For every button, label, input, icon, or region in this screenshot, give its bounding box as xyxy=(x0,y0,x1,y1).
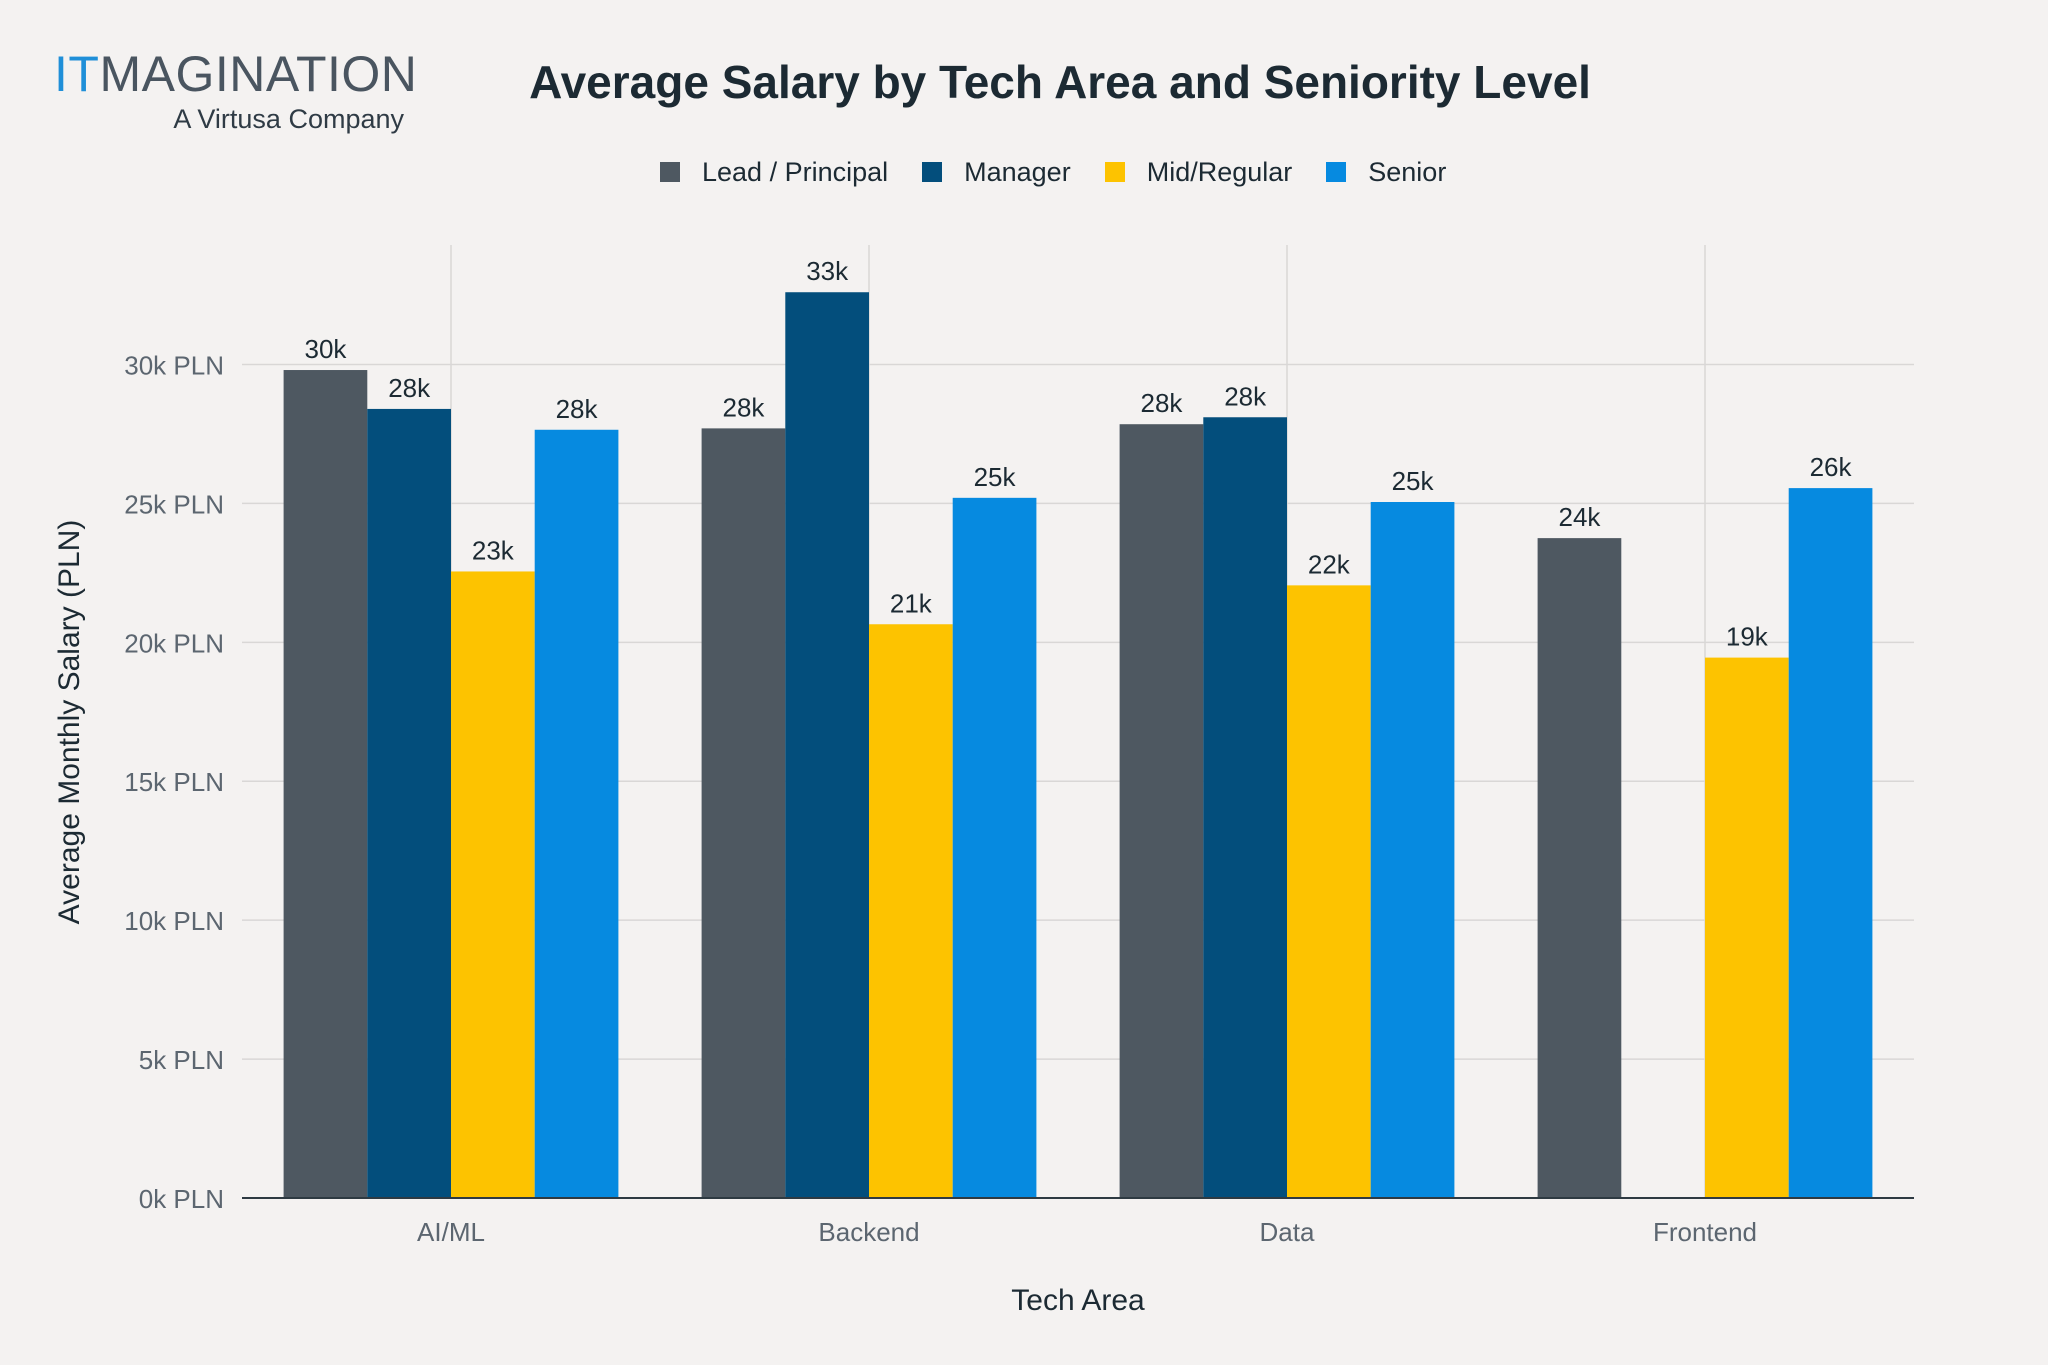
legend-label: Lead / Principal xyxy=(702,156,889,187)
data-label: 23k xyxy=(472,535,515,565)
bar xyxy=(785,292,869,1198)
x-axis-title: Tech Area xyxy=(1011,1284,1145,1317)
y-tick-label: 20k PLN xyxy=(124,628,224,658)
y-tick-label: 0k PLN xyxy=(139,1184,224,1214)
logo-it-text: IT xyxy=(54,46,100,102)
bar xyxy=(451,571,535,1198)
legend-label: Mid/Regular xyxy=(1146,156,1293,187)
bar xyxy=(367,408,451,1198)
legend-swatch xyxy=(660,162,680,182)
bar xyxy=(1370,502,1455,1198)
legend-label: Senior xyxy=(1368,156,1447,187)
legend-swatch xyxy=(1326,162,1347,182)
company-logo: ITMAGINATION A Virtusa Company xyxy=(54,46,417,138)
data-label: 28k xyxy=(1140,388,1183,418)
x-tick-label: Frontend xyxy=(1653,1217,1757,1247)
y-tick-label: 30k PLN xyxy=(124,350,224,380)
y-tick-label: 15k PLN xyxy=(124,767,224,797)
data-label: 33k xyxy=(806,256,849,286)
data-label: 19k xyxy=(1726,622,1769,652)
bar xyxy=(283,370,368,1198)
chart-legend: Lead / Principal Manager Mid/Regular Senior xyxy=(660,150,1446,194)
x-tick-label: Data xyxy=(1260,1217,1315,1247)
data-label: 22k xyxy=(1308,549,1351,579)
x-tick-label: Backend xyxy=(818,1217,919,1247)
bar xyxy=(701,428,786,1198)
bar xyxy=(534,429,619,1198)
data-label: 21k xyxy=(890,588,933,618)
logo-tagline: A Virtusa Company xyxy=(173,104,404,134)
legend-item: Manager xyxy=(922,157,1071,188)
legend-swatch xyxy=(922,162,943,182)
data-label: 25k xyxy=(1392,466,1435,496)
bar xyxy=(1537,538,1622,1198)
legend-item: Lead / Principal xyxy=(660,157,888,188)
data-label: 28k xyxy=(722,392,765,422)
bar xyxy=(1203,417,1287,1198)
data-label: 28k xyxy=(1224,381,1267,411)
data-label: 24k xyxy=(1558,502,1601,532)
data-label: 26k xyxy=(1810,452,1853,482)
y-tick-label: 25k PLN xyxy=(124,489,224,519)
y-tick-label: 5k PLN xyxy=(139,1045,224,1075)
y-tick-label: 10k PLN xyxy=(124,906,224,936)
logo-wordmark: ITMAGINATION xyxy=(54,46,417,102)
legend-label: Manager xyxy=(964,156,1071,187)
legend-item: Mid/Regular xyxy=(1104,156,1293,188)
legend-swatch xyxy=(1104,162,1125,182)
data-label: 28k xyxy=(388,373,431,403)
data-label: 30k xyxy=(304,334,347,364)
data-label: 28k xyxy=(556,394,599,424)
data-label: 25k xyxy=(974,462,1017,492)
bar xyxy=(952,497,1037,1198)
bar xyxy=(1788,488,1873,1198)
chart-title: Average Salary by Tech Area and Seniorit… xyxy=(529,56,1591,108)
y-axis-title: Average Monthly Salary (PLN) xyxy=(53,520,86,925)
bar xyxy=(1119,424,1204,1198)
bar xyxy=(869,624,953,1198)
bar xyxy=(1287,585,1371,1198)
bar xyxy=(1705,657,1789,1198)
x-tick-label: AI/ML xyxy=(417,1217,485,1247)
logo-rest-text: MAGINATION xyxy=(99,46,418,102)
legend-item: Senior xyxy=(1326,157,1446,188)
